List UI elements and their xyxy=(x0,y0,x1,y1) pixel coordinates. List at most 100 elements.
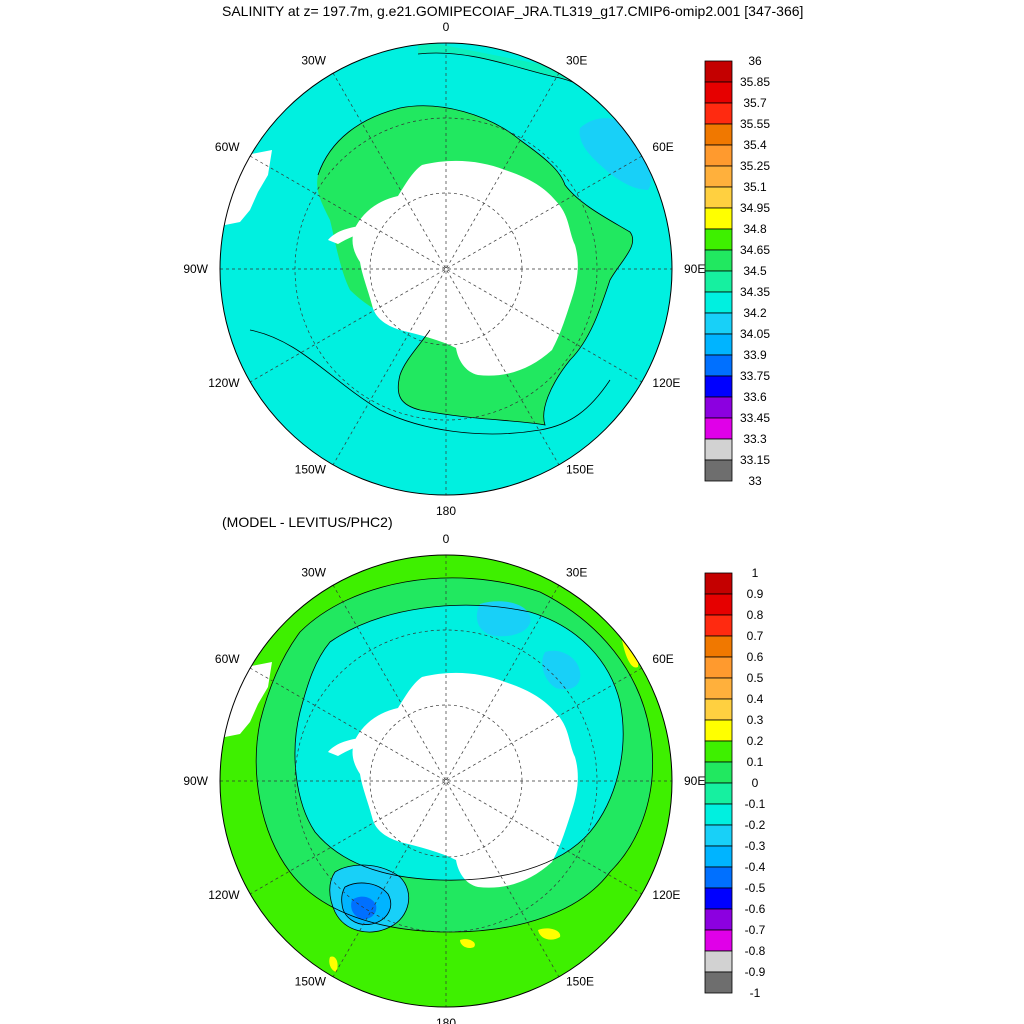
anomaly-positive-patch xyxy=(460,939,475,949)
colorbar-label: -1 xyxy=(750,986,761,1000)
colorbar-label: 33.15 xyxy=(740,453,770,467)
colorbar-swatch xyxy=(704,887,733,910)
colorbar-swatch xyxy=(704,677,733,700)
contour-line xyxy=(294,604,624,881)
colorbar-label: 34.65 xyxy=(740,243,770,257)
colorbar-swatch xyxy=(704,102,733,125)
longitude-label: 30E xyxy=(566,566,587,580)
colorbar-label: 33.6 xyxy=(743,390,767,404)
model-salinity-map-panel: 0 30E 60E 90E 120E 150E 180 150W 120W 90W 60W 30W 3… xyxy=(183,20,770,518)
colorbar-label: 35.85 xyxy=(740,75,770,89)
colorbar-swatch xyxy=(704,270,733,293)
anomaly-colorbar: 1 0.9 0.8 0.7 0.6 0.5 0.4 0.3 0.2 0.1 0 -0.1 -0.2 -0.… xyxy=(704,566,766,1000)
map-boundary-circle xyxy=(219,42,673,496)
colorbar-swatch xyxy=(704,572,733,595)
colorbar-label: 34.35 xyxy=(740,285,770,299)
longitude-label: 180 xyxy=(436,1016,456,1024)
antarctica-landmass xyxy=(352,672,578,888)
colorbar-swatch xyxy=(704,123,733,146)
colorbar-label: -0.4 xyxy=(745,860,766,874)
antarctic-peninsula xyxy=(328,737,366,756)
colorbar-label: 0.7 xyxy=(747,629,764,643)
colorbar-label: 33.45 xyxy=(740,411,770,425)
colorbar-label: 34.95 xyxy=(740,201,770,215)
longitude-label: 150W xyxy=(295,974,327,988)
colorbar-label: -0.9 xyxy=(745,965,766,979)
longitude-labels: 0 30E 60E 90E 120E 150E 180 150W 120W 90W 60W 30W xyxy=(183,20,705,518)
longitude-label: 120E xyxy=(652,888,680,902)
anomaly-positive-patch xyxy=(329,956,338,972)
salinity-colorbar: 36 35.85 35.7 35.55 35.4 35.25 35.1 34.95 34.8 34… xyxy=(704,54,770,488)
colorbar-label: 0.5 xyxy=(747,671,764,685)
longitude-label: 60E xyxy=(652,652,673,666)
colorbar-swatch xyxy=(704,866,733,889)
longitude-label: 0 xyxy=(443,20,450,34)
colorbar-label: 0.2 xyxy=(747,734,764,748)
difference-map-panel: 0 30E 60E 90E 120E 150E 180 150W 120W 90W 60W 30W 1… xyxy=(183,532,766,1024)
colorbar-label: -0.5 xyxy=(745,881,766,895)
longitude-label: 30W xyxy=(301,54,326,68)
anomaly-positive-patch xyxy=(622,639,639,668)
difference-subtitle: (MODEL - LEVITUS/PHC2) xyxy=(222,514,393,530)
colorbar-swatch xyxy=(704,438,733,461)
colorbar-label: -0.7 xyxy=(745,923,766,937)
longitude-label: 120E xyxy=(652,376,680,390)
colorbar-swatch xyxy=(704,761,733,784)
colorbar-swatch xyxy=(704,207,733,230)
colorbar-label: 0.3 xyxy=(747,713,764,727)
anomaly-neg2-patch xyxy=(542,650,581,690)
colorbar-label: 35.1 xyxy=(743,180,767,194)
longitude-label: 30E xyxy=(566,54,587,68)
antarctic-peninsula xyxy=(328,225,366,244)
longitude-label: 90W xyxy=(183,262,208,276)
longitude-label: 60W xyxy=(215,652,240,666)
longitude-label: 60W xyxy=(215,140,240,154)
colorbar-swatch xyxy=(704,971,733,994)
longitude-label: 30W xyxy=(301,566,326,580)
contour-line xyxy=(249,329,611,435)
map-boundary-circle xyxy=(219,554,673,1008)
longitude-label: 150W xyxy=(295,462,327,476)
anomaly-positive-patch xyxy=(538,928,561,940)
contour-line xyxy=(341,882,392,925)
colorbar-label: 0.9 xyxy=(747,587,764,601)
colorbar-swatch xyxy=(704,929,733,952)
colorbar-label: 35.55 xyxy=(740,117,770,131)
colorbar-swatch xyxy=(704,593,733,616)
contour-line xyxy=(255,577,653,933)
colorbar-swatch xyxy=(704,824,733,847)
colorbar-swatch xyxy=(704,803,733,826)
anomaly-neg2-patch xyxy=(476,601,531,637)
colorbar-swatch xyxy=(704,782,733,805)
colorbar-label: 35.4 xyxy=(743,138,767,152)
colorbar-label: 34.05 xyxy=(740,327,770,341)
colorbar-label: 36 xyxy=(748,54,762,68)
longitude-label: 0 xyxy=(443,532,450,546)
longitude-labels: 0 30E 60E 90E 120E 150E 180 150W 120W 90W 60W 30W xyxy=(183,532,705,1024)
colorbar-swatch xyxy=(704,656,733,679)
figure-title: SALINITY at z= 197.7m, g.e21.GOMIPECOIAF… xyxy=(222,3,804,19)
colorbar-swatch xyxy=(704,312,733,335)
colorbar-swatch xyxy=(704,375,733,398)
colorbar-swatch xyxy=(704,396,733,419)
colorbar-label: -0.3 xyxy=(745,839,766,853)
colorbar-label: 33.3 xyxy=(743,432,767,446)
longitude-label: 90W xyxy=(183,774,208,788)
colorbar-label: 35.25 xyxy=(740,159,770,173)
longitude-label: 90E xyxy=(684,262,705,276)
colorbar-label: 1 xyxy=(752,566,759,580)
colorbar-label: 34.8 xyxy=(743,222,767,236)
colorbar-swatch xyxy=(704,417,733,440)
colorbar-swatch xyxy=(704,719,733,742)
colorbar-label: 34.2 xyxy=(743,306,767,320)
colorbar-swatch xyxy=(704,60,733,83)
colorbar-swatch xyxy=(704,635,733,658)
colorbar-swatch xyxy=(704,186,733,209)
polar-map-bottom xyxy=(220,555,672,1007)
colorbar-swatch xyxy=(704,81,733,104)
longitude-label: 180 xyxy=(436,504,456,518)
colorbar-label: -0.2 xyxy=(745,818,766,832)
colorbar-swatch xyxy=(704,740,733,763)
colorbar-swatch xyxy=(704,144,733,167)
colorbar-swatch xyxy=(704,291,733,314)
